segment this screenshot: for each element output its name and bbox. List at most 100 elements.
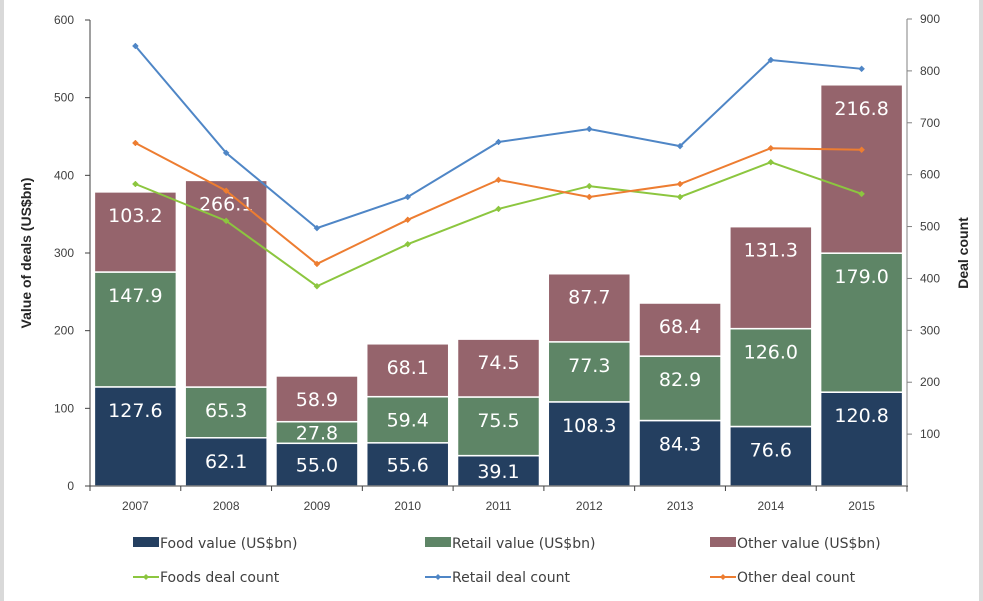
bar-retail-value-us-bn-2011	[456, 396, 541, 457]
marker-other-deal-count-2009	[313, 260, 321, 268]
right-tick-label: 700	[920, 116, 940, 130]
bar-other-value-us-bn-2008	[184, 179, 268, 388]
left-tick-label: 100	[54, 401, 74, 415]
bar-data-label: 74.5	[477, 352, 519, 374]
bar-data-label: 75.5	[477, 410, 519, 432]
left-tick-label: 500	[54, 91, 74, 105]
right-tick-label: 300	[920, 323, 940, 337]
marker-other-deal-count-2007	[132, 139, 139, 147]
bar-data-label: 179.0	[834, 266, 888, 288]
x-tick-label: 2008	[213, 499, 240, 513]
bar-data-label: 84.3	[659, 434, 701, 456]
bar-data-label: 108.3	[562, 415, 616, 437]
legend: Food value (US$bn) Retail value (US$bn) Ot…	[133, 536, 881, 586]
bar-data-label: 127.6	[108, 400, 162, 422]
bar-food-value-us-bn-2011	[456, 454, 541, 487]
lines-layer	[132, 42, 865, 290]
left-axis-ticks: 0 100 200 300 400 500 600	[54, 13, 90, 493]
marker-retail-deal-count-2007	[132, 42, 139, 50]
bar-retail-value-us-bn-2008	[184, 386, 268, 439]
bar-data-label: 39.1	[477, 461, 519, 483]
marker-foods-deal-count-2007	[132, 180, 139, 188]
right-tick-label: 800	[920, 64, 940, 78]
right-tick-label: 900	[920, 12, 940, 26]
bar-data-label: 65.3	[205, 400, 247, 422]
x-axis-ticks: 2007 2008 2009 2010 2011 2012 2013 2014 2015	[89, 486, 908, 513]
legend-swatch	[133, 537, 159, 547]
legend-item-other-deal-count: Other deal count	[710, 570, 856, 586]
legend-label: Foods deal count	[160, 570, 280, 586]
bar-other-value-us-bn-2012	[547, 272, 632, 343]
bar-data-label: 68.4	[659, 316, 701, 338]
bar-data-label: 77.3	[568, 355, 610, 377]
legend-label: Retail value (US$bn)	[452, 536, 595, 552]
y2-axis-title: Deal count	[955, 217, 971, 289]
bar-data-label: 82.9	[659, 369, 701, 391]
legend-label: Food value (US$bn)	[160, 536, 297, 552]
marker-other-deal-count-2015	[858, 146, 865, 154]
bar-data-label: 55.6	[387, 454, 429, 476]
marker-retail-deal-count-2009	[313, 224, 321, 232]
marker-foods-deal-count-2012	[585, 182, 593, 190]
left-tick-label: 400	[54, 168, 74, 182]
bar-data-label: 62.1	[205, 451, 247, 473]
marker-foods-deal-count-2011	[495, 205, 502, 213]
y-axis-title: Value of deals (US$bn)	[18, 178, 34, 329]
x-tick-label: 2013	[667, 499, 694, 513]
bar-other-value-us-bn-2010	[365, 343, 450, 398]
right-axis-ticks: 100 200 300 400 500 600 700 800 900	[907, 12, 940, 441]
bar-data-label: 55.0	[296, 455, 338, 477]
bar-data-label: 126.0	[744, 342, 798, 364]
bar-retail-value-us-bn-2014	[729, 327, 813, 428]
bar-retail-value-us-bn-2007	[93, 271, 178, 388]
bars-layer: 127.6 147.9 103.2 62.1 65.3 266.1 55.0 27.8 58.9…	[93, 84, 904, 487]
x-tick-label: 2012	[576, 499, 603, 513]
left-tick-label: 200	[54, 324, 74, 338]
legend-swatch	[425, 537, 451, 547]
marker-foods-deal-count-2009	[313, 282, 321, 290]
bar-other-value-us-bn-2013	[638, 302, 722, 357]
legend-swatch	[710, 537, 736, 547]
legend-item-foods-deal-count: Foods deal count	[133, 570, 280, 586]
left-tick-label: 0	[67, 479, 74, 493]
legend-item-other-value-us-bn: Other value (US$bn)	[710, 536, 881, 552]
x-tick-label: 2009	[304, 499, 331, 513]
right-tick-label: 500	[920, 220, 940, 234]
bar-other-value-us-bn-2011	[456, 338, 541, 398]
marker-foods-deal-count-2013	[676, 193, 684, 201]
marker-other-deal-count-2014	[767, 144, 775, 152]
left-tick-label: 600	[54, 13, 74, 27]
right-tick-label: 600	[920, 168, 940, 182]
marker-other-deal-count-2010	[404, 216, 412, 224]
marker-foods-deal-count-2010	[404, 240, 412, 248]
x-tick-label: 2015	[848, 499, 875, 513]
legend-label: Other deal count	[737, 570, 856, 586]
bar-other-value-us-bn-2007	[93, 191, 178, 273]
bar-retail-value-us-bn-2012	[547, 341, 632, 403]
x-tick-label: 2010	[394, 499, 421, 513]
bar-data-label: 147.9	[108, 285, 162, 307]
bar-data-label: 68.1	[387, 357, 429, 379]
bar-data-label: 216.8	[834, 98, 888, 120]
bar-data-label: 58.9	[296, 389, 338, 411]
marker-retail-deal-count-2012	[585, 125, 593, 133]
legend-label: Retail deal count	[452, 570, 570, 586]
bar-data-label: 266.1	[199, 193, 253, 215]
bar-retail-value-us-bn-2015	[819, 252, 904, 393]
x-tick-label: 2011	[486, 499, 512, 513]
right-tick-label: 400	[920, 271, 940, 285]
legend-item-retail-value-us-bn: Retail value (US$bn)	[425, 536, 595, 552]
marker-retail-deal-count-2015	[858, 65, 865, 73]
bar-retail-value-us-bn-2013	[638, 355, 722, 422]
right-tick-label: 100	[920, 427, 940, 441]
legend-item-food-value-us-bn: Food value (US$bn)	[133, 536, 297, 552]
bar-other-value-us-bn-2009	[275, 375, 359, 423]
marker-retail-deal-count-2010	[404, 193, 412, 201]
marker-retail-deal-count-2014	[767, 56, 775, 64]
bar-food-value-us-bn-2013	[638, 419, 722, 487]
bar-other-value-us-bn-2014	[729, 225, 813, 330]
marker-foods-deal-count-2015	[858, 190, 865, 198]
marker-retail-deal-count-2013	[676, 142, 684, 150]
